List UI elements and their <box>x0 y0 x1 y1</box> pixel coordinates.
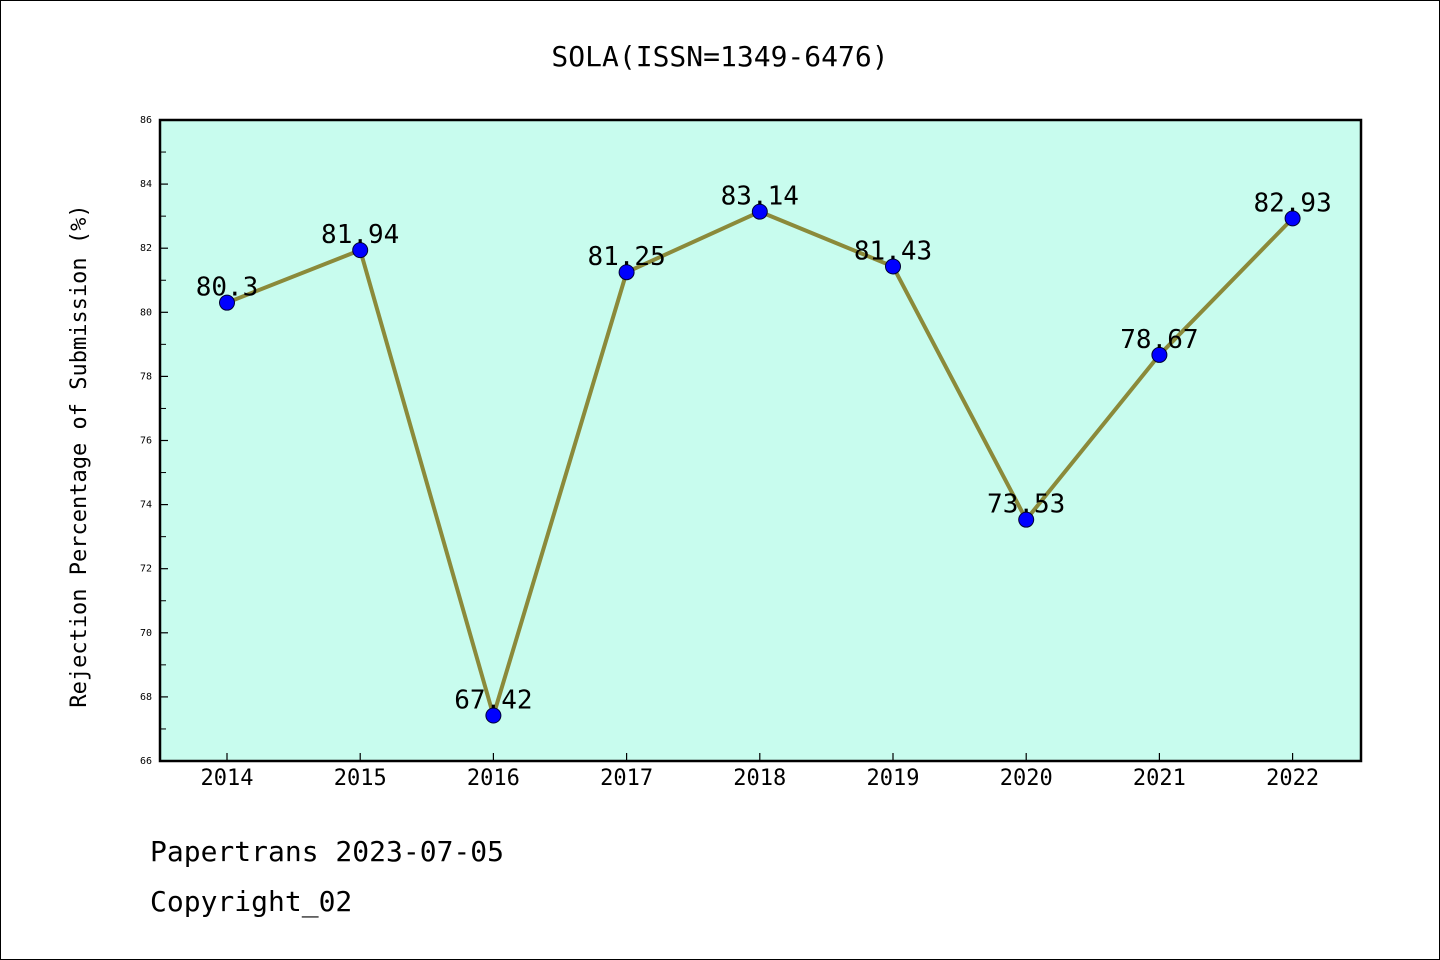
x-tick-label: 2017 <box>600 766 653 791</box>
x-tick-label: 2016 <box>467 766 520 791</box>
x-tick-label: 2022 <box>1266 766 1319 791</box>
footer-date-line: Papertrans 2023-07-05 <box>150 835 505 868</box>
y-tick-label: 80 <box>140 307 152 318</box>
data-point <box>1018 511 1035 528</box>
y-tick-label: 70 <box>140 628 152 639</box>
y-tick-label: 72 <box>140 564 152 575</box>
y-tick-label: 76 <box>140 436 152 447</box>
data-label: 82.93 <box>1253 188 1331 218</box>
x-tick-label: 2014 <box>201 766 254 791</box>
data-label: 80.3 <box>196 273 259 303</box>
data-label: 81.43 <box>854 236 932 266</box>
data-label: 81.94 <box>321 220 399 250</box>
y-tick-label: 68 <box>140 692 152 703</box>
y-tick-label: 66 <box>140 756 152 767</box>
x-tick-label: 2015 <box>334 766 387 791</box>
y-tick-label: 86 <box>140 115 152 126</box>
data-point <box>219 294 235 311</box>
x-tick-label: 2019 <box>867 766 920 791</box>
x-tick-label: 2021 <box>1133 766 1186 791</box>
data-label: 67.42 <box>454 685 532 715</box>
data-label: 83.14 <box>721 182 799 212</box>
data-point <box>485 707 502 724</box>
y-axis-label: Rejection Percentage of Submission (%) <box>67 204 92 707</box>
data-label: 81.25 <box>587 242 665 272</box>
y-tick-label: 74 <box>140 500 152 511</box>
footer-copyright-line: Copyright_02 <box>150 885 353 918</box>
x-axis-ticks: 2014 2015 2016 2017 2018 2019 2020 2021 2022 <box>201 753 1319 791</box>
data-point <box>618 264 635 281</box>
y-tick-label: 84 <box>140 179 152 190</box>
data-markers <box>219 203 1301 724</box>
chart-title: SOLA(ISSN=1349-6476) <box>551 40 888 73</box>
x-tick-label: 2020 <box>1000 766 1053 791</box>
data-point <box>885 258 901 275</box>
data-label: 73.53 <box>987 490 1065 520</box>
data-labels: 80.3 81.94 67.42 81.25 83.14 81.43 73.53 78.67 8… <box>196 182 1332 716</box>
y-axis-ticks: 66 68 70 72 74 76 78 80 82 84 86 <box>140 115 168 767</box>
plot-area <box>158 118 1363 763</box>
x-tick-label: 2018 <box>733 766 786 791</box>
y-tick-label: 78 <box>140 371 152 382</box>
data-point <box>751 203 768 220</box>
data-point <box>1151 346 1168 363</box>
data-point <box>352 242 369 259</box>
data-point <box>1284 210 1301 227</box>
data-label: 78.67 <box>1120 325 1198 355</box>
y-tick-label: 82 <box>140 243 152 254</box>
